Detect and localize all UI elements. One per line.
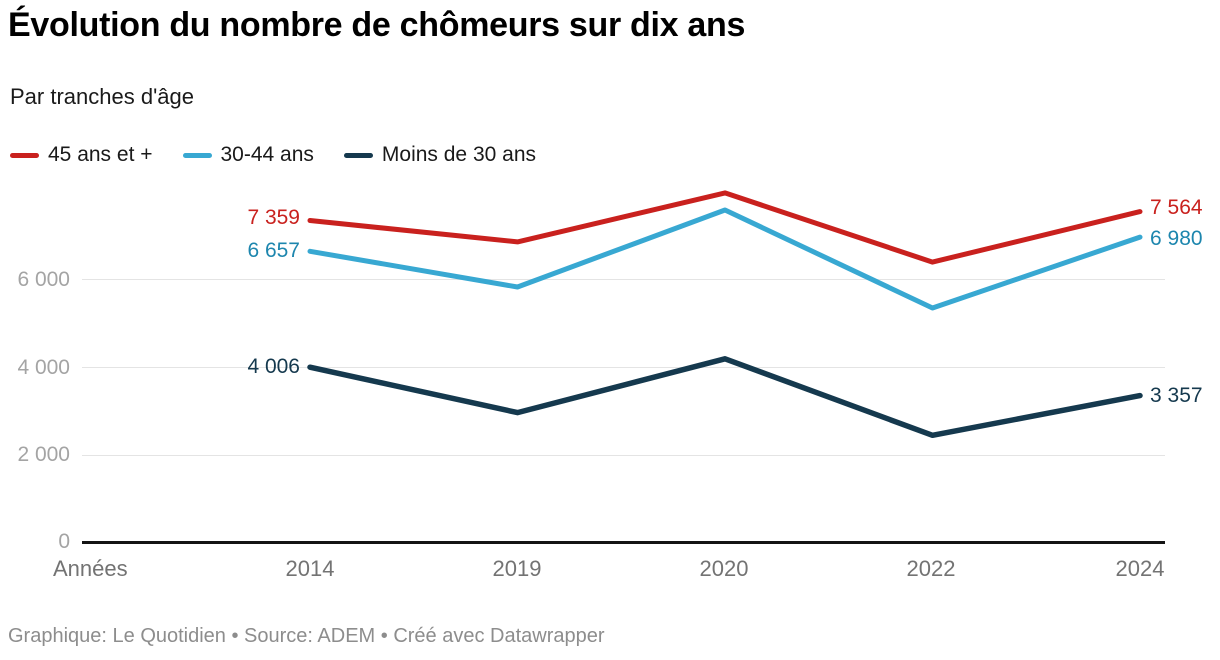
series-line-30-44-ans[interactable] — [307, 207, 1143, 311]
legend-swatch-45-plus-icon — [10, 152, 39, 158]
legend: 45 ans et + 30-44 ans Moins de 30 ans — [10, 143, 536, 167]
y-tick-4000: 4 000 — [17, 356, 70, 379]
y-tick-6000: 6 000 — [17, 268, 70, 291]
x-axis-baseline — [82, 541, 1165, 544]
footer-credit: Graphique: Le Quotidien • Source: ADEM •… — [8, 625, 605, 647]
legend-swatch-moins-30-icon — [343, 152, 373, 158]
value-label-45-plus-last: 7 564 — [1150, 196, 1203, 219]
x-axis-title: Années — [53, 556, 128, 581]
legend-item-moins-30: Moins de 30 ans — [343, 143, 537, 167]
legend-label-moins-30: Moins de 30 ans — [381, 143, 537, 166]
value-label-45-plus-first: 7 359 — [247, 206, 300, 229]
legend-item-30-44: 30-44 ans — [182, 143, 314, 167]
x-tick-2019: 2019 — [492, 556, 542, 581]
x-tick-2020: 2020 — [699, 556, 749, 581]
x-tick-2014: 2014 — [285, 556, 335, 581]
legend-label-30-44: 30-44 ans — [220, 143, 314, 166]
x-tick-2022: 2022 — [906, 556, 956, 581]
page-title: Évolution du nombre de chômeurs sur dix … — [8, 6, 746, 44]
legend-swatch-30-44-icon — [182, 152, 212, 158]
legend-item-45-plus: 45 ans et + — [10, 143, 153, 167]
x-tick-2024: 2024 — [1115, 556, 1165, 581]
y-tick-0: 0 — [58, 530, 70, 553]
value-label-30-44-last: 6 980 — [1150, 227, 1203, 250]
y-tick-2000: 2 000 — [17, 443, 70, 466]
series-line-45-ans-et[interactable] — [307, 190, 1143, 265]
value-label-moins-30-last: 3 357 — [1150, 384, 1203, 407]
gridline-2000 — [82, 455, 1165, 456]
value-label-moins-30-first: 4 006 — [247, 355, 300, 378]
gridline-4000 — [82, 367, 1165, 368]
chart-subtitle: Par tranches d'âge — [10, 84, 194, 109]
series-line-moins-de-30-ans[interactable] — [307, 356, 1143, 439]
legend-label-45-plus: 45 ans et + — [48, 143, 153, 166]
gridline-6000 — [82, 279, 1165, 280]
value-label-30-44-first: 6 657 — [247, 239, 300, 262]
